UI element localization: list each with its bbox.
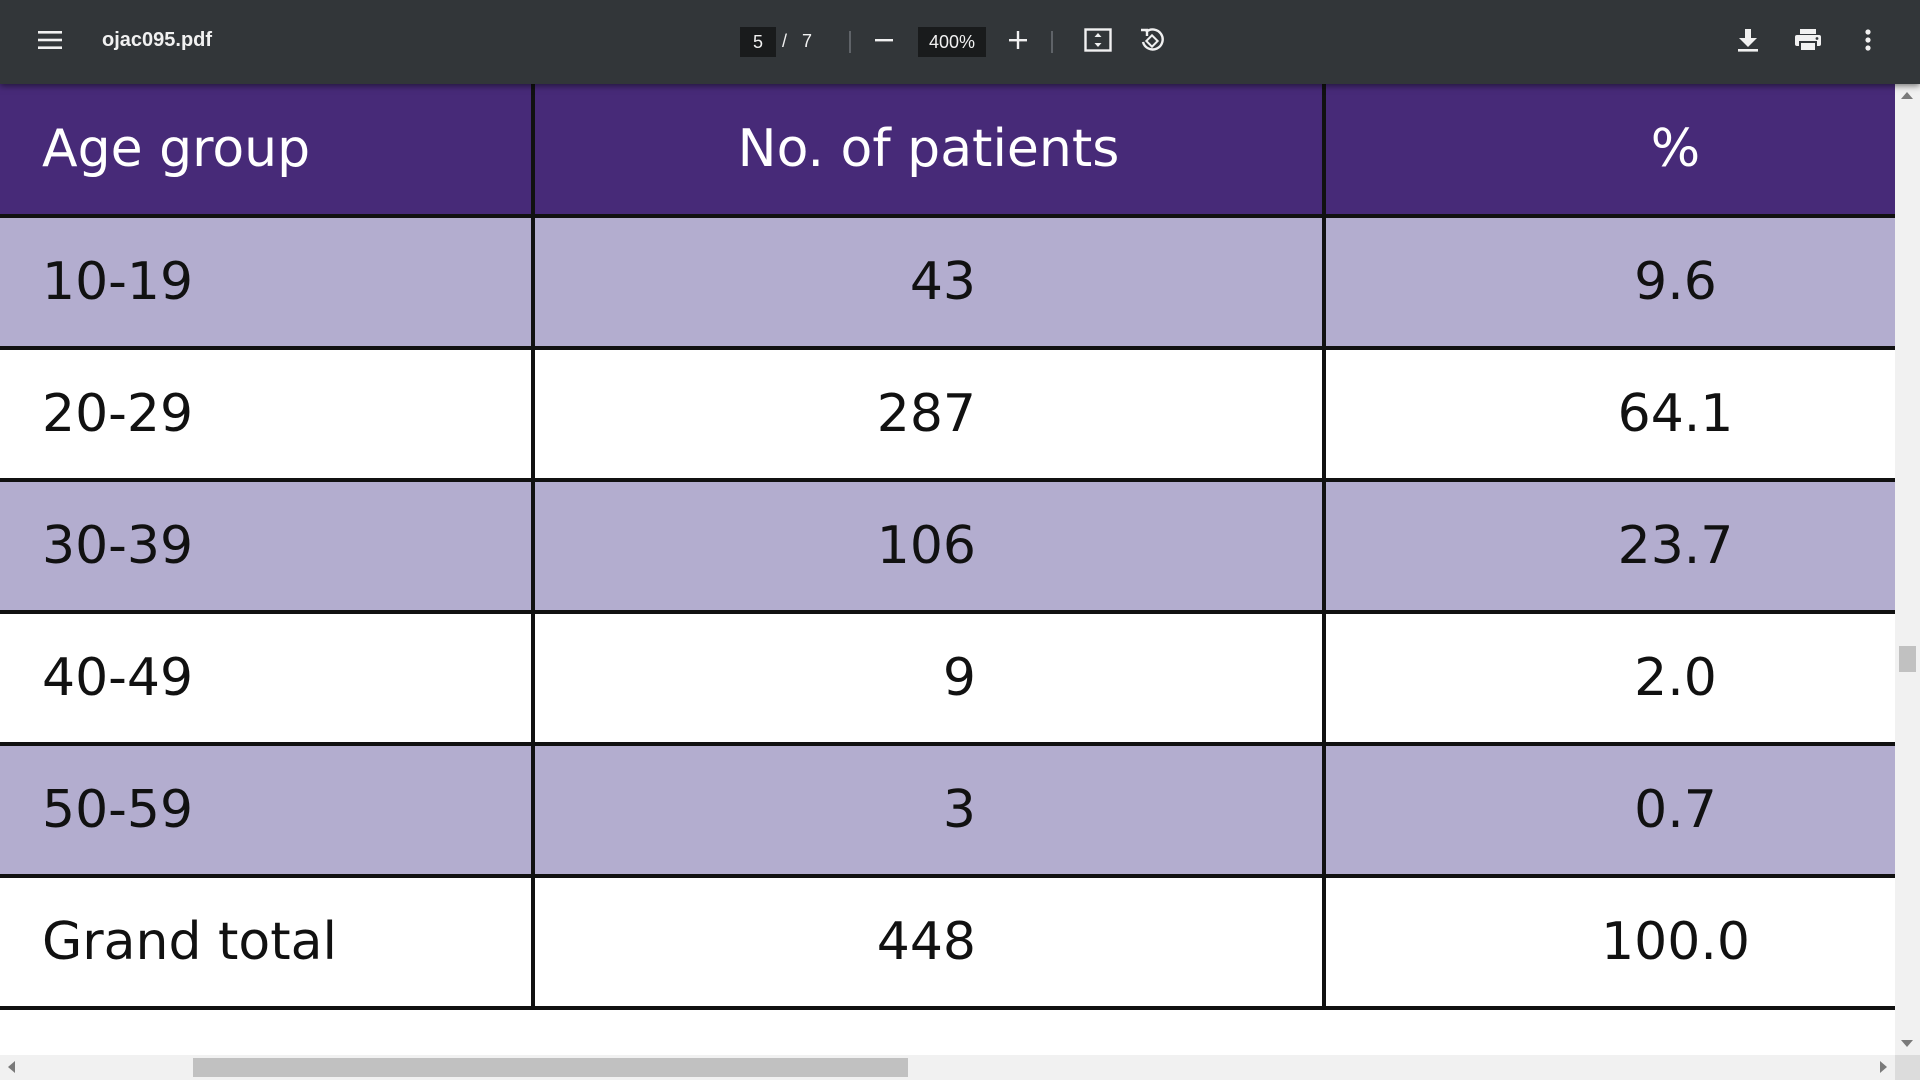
scrollbar-corner bbox=[1895, 1055, 1920, 1080]
pdf-toolbar: ojac095.pdf / 7 bbox=[0, 0, 1920, 84]
download-icon bbox=[1737, 28, 1759, 57]
cell-patients: 43 bbox=[531, 214, 1326, 350]
plus-icon bbox=[1008, 30, 1028, 55]
cell-age-group: 30-39 bbox=[0, 478, 535, 614]
menu-icon bbox=[38, 30, 62, 55]
cell-percent: 2.0 bbox=[1322, 610, 1895, 746]
cell-age-group: Grand total bbox=[0, 874, 535, 1010]
fit-to-page-icon bbox=[1084, 27, 1112, 57]
cell-percent: 9.6 bbox=[1322, 214, 1895, 350]
zoom-in-button[interactable] bbox=[998, 22, 1038, 62]
table-row: 50-59 3 0.7 bbox=[0, 742, 1895, 878]
toolbar-divider bbox=[1051, 31, 1053, 53]
more-vertical-icon bbox=[1864, 28, 1872, 57]
header-no-of-patients: No. of patients bbox=[531, 84, 1326, 218]
scroll-left-arrow-icon[interactable] bbox=[8, 1061, 15, 1073]
age-group-table: Age group No. of patients % 10-19 43 9.6… bbox=[0, 84, 1895, 1010]
table-row: 30-39 106 23.7 bbox=[0, 478, 1895, 614]
total-pages: 7 bbox=[802, 31, 813, 51]
table-row: 20-29 287 64.1 bbox=[0, 346, 1895, 482]
minus-icon bbox=[874, 30, 894, 55]
horizontal-scrollbar[interactable] bbox=[0, 1055, 1895, 1080]
download-button[interactable] bbox=[1726, 22, 1770, 62]
page-separator: / bbox=[782, 31, 788, 51]
cell-patients: 287 bbox=[531, 346, 1326, 482]
cell-patients: 106 bbox=[531, 478, 1326, 614]
menu-button[interactable] bbox=[28, 22, 72, 62]
cell-percent: 100.0 bbox=[1322, 874, 1895, 1010]
cell-patients: 3 bbox=[531, 742, 1326, 878]
zoom-out-button[interactable] bbox=[864, 22, 904, 62]
table-row-grand-total: Grand total 448 100.0 bbox=[0, 874, 1895, 1010]
page-number-input[interactable] bbox=[740, 27, 776, 57]
header-percent: % bbox=[1322, 84, 1895, 218]
cell-age-group: 20-29 bbox=[0, 346, 535, 482]
cell-patients: 448 bbox=[531, 874, 1326, 1010]
zoom-level-input[interactable] bbox=[918, 27, 986, 57]
table-header-row: Age group No. of patients % bbox=[0, 84, 1895, 218]
cell-age-group: 40-49 bbox=[0, 610, 535, 746]
more-actions-button[interactable] bbox=[1846, 22, 1890, 62]
fit-to-page-button[interactable] bbox=[1076, 22, 1120, 62]
document-viewport[interactable]: Age group No. of patients % 10-19 43 9.6… bbox=[0, 84, 1895, 1055]
cell-age-group: 10-19 bbox=[0, 214, 535, 350]
vertical-scrollbar[interactable] bbox=[1895, 84, 1920, 1055]
vertical-scroll-thumb[interactable] bbox=[1899, 646, 1916, 672]
print-button[interactable] bbox=[1786, 22, 1830, 62]
table-row: 40-49 9 2.0 bbox=[0, 610, 1895, 746]
cell-percent: 0.7 bbox=[1322, 742, 1895, 878]
print-icon bbox=[1794, 28, 1822, 57]
horizontal-scroll-thumb[interactable] bbox=[193, 1058, 908, 1077]
cell-percent: 64.1 bbox=[1322, 346, 1895, 482]
table-row: 10-19 43 9.6 bbox=[0, 214, 1895, 350]
scroll-down-arrow-icon[interactable] bbox=[1901, 1040, 1913, 1047]
scroll-right-arrow-icon[interactable] bbox=[1880, 1061, 1887, 1073]
toolbar-divider bbox=[849, 31, 851, 53]
cell-age-group: 50-59 bbox=[0, 742, 535, 878]
scroll-up-arrow-icon[interactable] bbox=[1901, 92, 1913, 99]
rotate-button[interactable] bbox=[1130, 22, 1174, 62]
rotate-counterclockwise-icon bbox=[1138, 26, 1166, 59]
document-title: ojac095.pdf bbox=[102, 29, 213, 51]
cell-percent: 23.7 bbox=[1322, 478, 1895, 614]
cell-patients: 9 bbox=[531, 610, 1326, 746]
header-age-group: Age group bbox=[0, 84, 535, 218]
